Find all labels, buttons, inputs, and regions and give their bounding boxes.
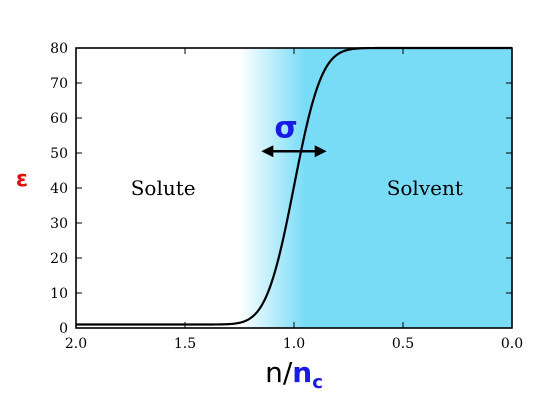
y-tick-label: 40: [50, 181, 68, 197]
sigma-arrow-head-right: [314, 145, 327, 158]
solvent-label: Solvent: [387, 176, 463, 200]
y-tick-label: 70: [50, 76, 68, 92]
sigma-arrow-head-left: [261, 145, 274, 158]
x-axis-label-main: n/: [265, 356, 293, 389]
y-tick-label: 20: [50, 251, 68, 267]
y-tick-label: 30: [50, 216, 68, 232]
x-tick-label: 2.0: [65, 336, 87, 352]
x-tick-label: 1.5: [174, 336, 196, 352]
x-tick-label: 1.0: [283, 336, 305, 352]
x-axis-label-accent: n: [292, 356, 312, 389]
sigma-label: σ: [274, 110, 297, 145]
solvent-solid-region: [348, 48, 512, 328]
y-axis-label: ε: [16, 167, 28, 192]
y-tick-label: 80: [50, 41, 68, 57]
plot-area: [75, 46, 513, 329]
y-axis: 0 10 20 30 40 50 60 70 80: [50, 41, 512, 337]
y-tick-label: 60: [50, 111, 68, 127]
y-tick-label: 0: [59, 321, 68, 337]
x-tick-label: 0.5: [392, 336, 414, 352]
x-tick-label: 0.0: [501, 336, 523, 352]
y-tick-label: 10: [50, 286, 68, 302]
y-tick-label: 50: [50, 146, 68, 162]
sigma-arrow: [261, 145, 327, 158]
solute-label: Solute: [131, 176, 196, 200]
x-axis-label: n/nc: [265, 356, 323, 393]
x-axis-label-subscript: c: [312, 372, 323, 393]
x-axis: 2.0 1.5 1.0 0.5 0.0: [65, 48, 523, 352]
